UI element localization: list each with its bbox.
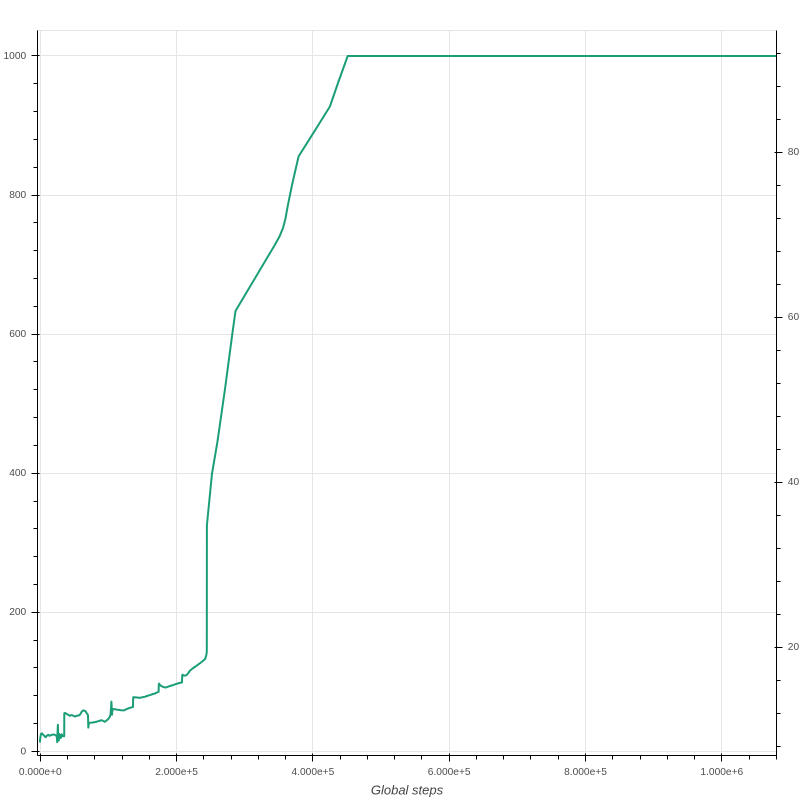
svg-text:200: 200 xyxy=(9,607,26,618)
svg-text:6.000e+5: 6.000e+5 xyxy=(428,767,471,778)
svg-text:600: 600 xyxy=(9,329,26,340)
svg-text:4.000e+5: 4.000e+5 xyxy=(292,767,335,778)
svg-text:20: 20 xyxy=(788,642,800,653)
svg-text:400: 400 xyxy=(9,468,26,479)
svg-text:0: 0 xyxy=(21,746,27,757)
svg-text:1.000e+6: 1.000e+6 xyxy=(700,767,743,778)
svg-text:0.000e+0: 0.000e+0 xyxy=(19,767,62,778)
svg-text:60: 60 xyxy=(788,312,800,323)
svg-text:80: 80 xyxy=(788,147,800,158)
svg-text:2.000e+5: 2.000e+5 xyxy=(155,767,198,778)
svg-text:1000: 1000 xyxy=(4,51,27,62)
svg-text:8.000e+5: 8.000e+5 xyxy=(564,767,607,778)
svg-text:40: 40 xyxy=(788,477,800,488)
svg-text:800: 800 xyxy=(9,190,26,201)
svg-text:Global steps: Global steps xyxy=(371,783,444,798)
